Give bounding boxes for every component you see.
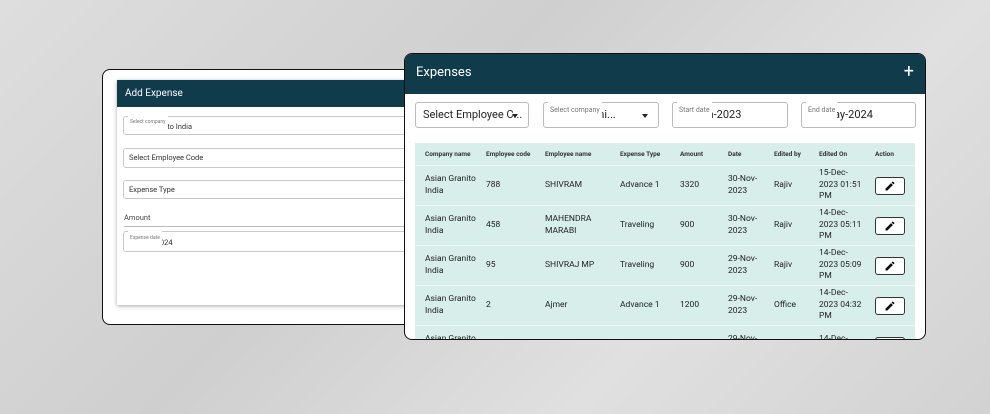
table-cell: 30-Nov-2023 — [728, 174, 758, 196]
table-cell: Traveling — [620, 219, 655, 230]
expense-date-field[interactable]: Expense date 10-May-2024 — [123, 228, 423, 252]
table-cell: 1200 — [680, 299, 700, 310]
filter-placeholder: Select Employee C... — [423, 108, 523, 121]
table-cell: 29-Nov-2023 — [728, 254, 758, 276]
employee-code-field[interactable]: Select Employee Code — [123, 148, 423, 168]
column-header: Amount — [680, 149, 704, 158]
panel-title: Add Expense — [117, 80, 437, 107]
expenses-card: Expenses + Select Employee C... Select c… — [404, 53, 926, 340]
table-row: Asian Granito India796RAM KUMARTraveling… — [415, 325, 915, 341]
action-cell — [865, 166, 915, 205]
field-label: Select company — [128, 113, 168, 132]
edit-icon — [885, 180, 895, 190]
filter-label: Select company — [548, 98, 602, 122]
field-placeholder: Expense Type — [129, 185, 175, 194]
expense-type-field[interactable]: Expense Type — [123, 180, 423, 199]
table-row: Asian Granito India 788 SHIVRAM Advance 1 33… — [415, 165, 915, 205]
table-cell: Advance 1 — [620, 179, 660, 190]
dropdown-arrow — [512, 114, 518, 118]
action-cell — [865, 326, 915, 341]
table-cell: Asian Granito India — [425, 294, 476, 316]
column-header: Company name — [425, 149, 471, 158]
table-cell: 800 — [670, 326, 718, 339]
end-date-filter[interactable]: End date 10-May-2024 — [801, 98, 916, 128]
table-cell: SHIVRAM — [545, 179, 583, 190]
column-header: Employee code — [486, 149, 531, 158]
table-row: Asian Granito India 2 Ajmer Advance 1 1200 29… — [415, 285, 915, 325]
table-cell: 29-Nov-2023 — [728, 334, 758, 340]
field-placeholder: Select Employee Code — [129, 153, 204, 162]
field-label: Expense date — [128, 228, 162, 249]
field-label: Amount — [124, 213, 151, 222]
card-header: Expenses + — [405, 54, 925, 94]
table-cell: 14-Dec-2023 05:09 PM — [819, 248, 862, 282]
filter-label: End date — [806, 98, 838, 122]
table-cell: Traveling — [620, 259, 655, 270]
table-cell: Rajiv — [774, 259, 793, 270]
dropdown-arrow — [642, 114, 648, 118]
table-cell: 788 — [486, 179, 501, 190]
table-cell: Asian Granito India — [425, 174, 476, 196]
edit-icon — [885, 300, 895, 310]
table-row: Asian Granito India 95 SHIVRAJ MP Traveling… — [415, 245, 915, 285]
column-header: Employee name — [545, 149, 592, 158]
table-cell: SHIVRAJ MP — [545, 259, 595, 270]
table-cell: Rajiv — [774, 219, 793, 230]
company-field[interactable]: Select company Asian Granito India — [123, 113, 423, 135]
filter-label: Start date — [677, 98, 712, 122]
table-cell: Ajmer — [545, 299, 568, 310]
edit-button[interactable] — [875, 256, 905, 275]
table-cell: 2 — [486, 299, 491, 310]
table-cell: Office — [774, 299, 797, 310]
edit-button[interactable] — [875, 216, 905, 235]
column-header: Action — [875, 149, 894, 158]
table-cell: Traveling — [610, 326, 670, 339]
table-cell: 458 — [486, 219, 501, 230]
employee-filter[interactable]: Select Employee C... — [415, 102, 529, 128]
table-cell: Asian Granito India — [425, 334, 476, 340]
start-date-filter[interactable]: Start date 01-Jun-2023 — [672, 98, 788, 128]
edit-icon — [885, 220, 895, 230]
table-cell: Rajiv — [764, 326, 809, 339]
table-cell: 14-Dec-2023 — [819, 334, 848, 340]
expenses-table: Company name Employee code Employee name Ex… — [415, 143, 915, 341]
table-cell: 14-Dec-2023 05:11 PM — [819, 208, 862, 242]
edit-button[interactable] — [875, 176, 905, 195]
table-row: Asian Granito India 458 MAHENDRA MARABI Tra… — [415, 205, 915, 245]
table-cell: 15-Dec-2023 01:51 PM — [819, 168, 862, 202]
edit-icon — [885, 260, 895, 270]
table-cell: 95 — [486, 259, 496, 270]
edit-button[interactable] — [875, 296, 905, 315]
table-cell: 3320 — [680, 179, 700, 190]
table-cell: Asian Granito India — [425, 254, 476, 276]
action-cell — [865, 206, 915, 245]
table-cell: MAHENDRA MARABI — [545, 214, 592, 236]
table-cell: RAM KUMAR — [535, 326, 610, 339]
table-cell: Rajiv — [774, 179, 793, 190]
card-title: Expenses — [416, 65, 472, 80]
column-header: Edited by — [774, 149, 801, 158]
edit-icon — [884, 340, 896, 341]
action-cell — [865, 246, 915, 285]
column-header: Date — [728, 149, 742, 158]
table-cell: 29-Nov-2023 — [728, 294, 758, 316]
company-filter[interactable]: Select company Asian Grani... — [543, 98, 659, 128]
table-cell: Advance 1 — [620, 299, 660, 310]
add-expense-panel: Add Expense Select company Asian Granito… — [117, 80, 437, 305]
column-header: Expense Type — [620, 149, 661, 158]
header-row: Company name Employee code Employee name Ex… — [415, 143, 915, 165]
column-header: Edited On — [819, 149, 848, 158]
amount-field[interactable]: Amount — [124, 213, 423, 227]
table-cell: 796 — [476, 326, 535, 339]
add-button[interactable]: + — [903, 61, 914, 82]
edit-button[interactable] — [875, 336, 905, 341]
table-cell: 14-Dec-2023 04:32 PM — [819, 288, 862, 322]
table-cell: Asian Granito India — [425, 214, 476, 236]
table-cell: 900 — [680, 219, 695, 230]
action-cell — [865, 286, 915, 325]
table-cell: 30-Nov-2023 — [728, 214, 758, 236]
table-cell: 900 — [680, 259, 695, 270]
